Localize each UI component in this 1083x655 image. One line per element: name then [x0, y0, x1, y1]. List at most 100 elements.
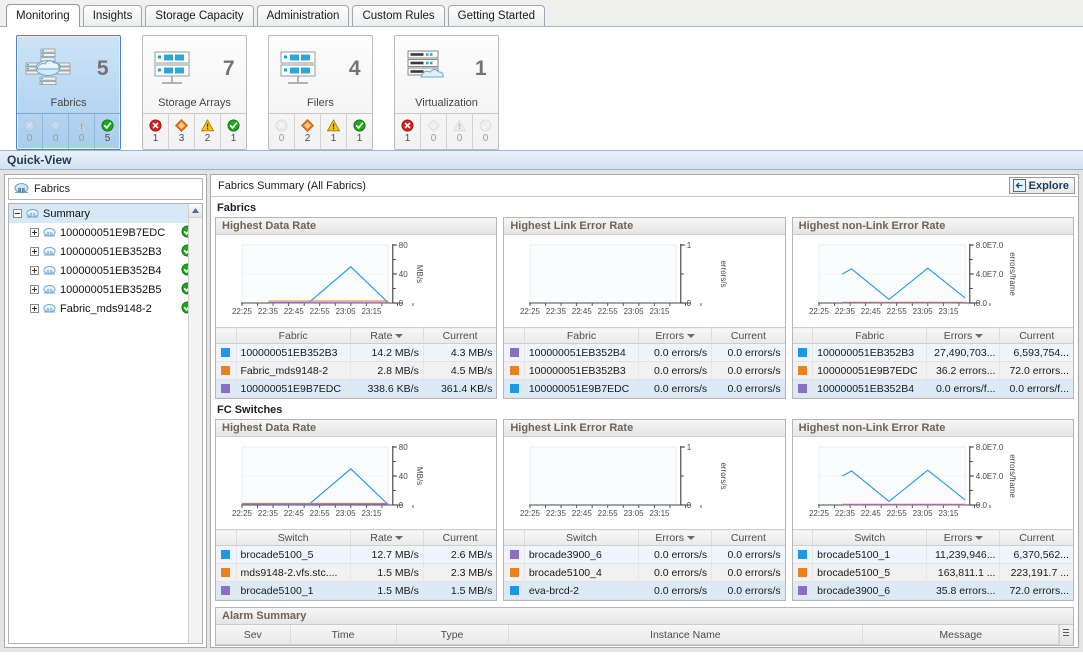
alarm-column-instance-name[interactable]: Instance Name — [508, 625, 864, 645]
severity-cell-major[interactable]: 2 — [295, 114, 321, 149]
table-row[interactable]: 100000051E9B7EDC 36.2 errors... 72.0 err… — [792, 361, 1073, 380]
chart-area-switches-nonlink-error-rate: 22:25 22:35 22:45 22:55 23:05 23:15 0.0 4.0E7.0… — [793, 437, 1073, 529]
column-header-Current[interactable]: Current — [711, 529, 785, 546]
collapse-icon[interactable] — [13, 209, 22, 218]
column-header-Errors[interactable]: Errors — [926, 327, 1001, 344]
tree-item-100000051EB352B5[interactable]: 100000051EB352B5 — [9, 280, 202, 299]
tree-item-100000051EB352B3[interactable]: 100000051EB352B3 — [9, 242, 202, 261]
row-current: 0.0 errors/s — [711, 343, 785, 362]
column-header-Current[interactable]: Current — [423, 327, 497, 344]
tab-getting-started[interactable]: Getting Started — [447, 5, 546, 26]
table-row[interactable]: brocade3900_6 0.0 errors/s 0.0 errors/s — [504, 545, 785, 564]
severity-cell-normal[interactable]: 5 — [95, 114, 120, 149]
column-header-Current[interactable]: Current — [999, 327, 1073, 344]
table-row[interactable]: mds9148-2.vfs.stc.... 1.5 MB/s 2.3 MB/s — [216, 563, 497, 582]
severity-cell-minor[interactable]: 1 — [321, 114, 347, 149]
severity-cell-major[interactable]: 3 — [169, 114, 195, 149]
expand-icon[interactable] — [30, 266, 39, 275]
table-row[interactable]: 100000051EB352B3 27,490,703... 6,593,754… — [792, 343, 1073, 362]
column-header-color[interactable] — [792, 529, 814, 546]
tab-administration[interactable]: Administration — [256, 5, 350, 26]
column-header-Fabric[interactable]: Fabric — [524, 327, 640, 344]
column-header-Fabric[interactable]: Fabric — [236, 327, 351, 344]
severity-cell-critical[interactable]: 1 — [395, 114, 421, 149]
column-header-Switch[interactable]: Switch — [524, 529, 640, 546]
expand-icon[interactable] — [30, 285, 39, 294]
severity-cell-normal[interactable]: 1 — [347, 114, 372, 149]
severity-cell-critical[interactable]: 1 — [143, 114, 169, 149]
column-header-Fabric[interactable]: Fabric — [812, 327, 928, 344]
column-header-color[interactable] — [504, 327, 525, 344]
scroll-up-icon[interactable] — [189, 204, 202, 218]
column-header-Errors[interactable]: Errors — [638, 529, 713, 546]
column-header-color[interactable] — [792, 327, 814, 344]
column-header-color[interactable] — [504, 529, 525, 546]
severity-cell-minor[interactable]: 0 — [69, 114, 95, 149]
severity-cell-minor[interactable]: 0 — [447, 114, 473, 149]
severity-cell-minor[interactable]: 2 — [195, 114, 221, 149]
table-row[interactable]: brocade5100_1 11,239,946... 6,370,562... — [792, 545, 1073, 564]
series-color-swatch — [792, 343, 814, 362]
column-header-Current[interactable]: Current — [999, 529, 1073, 546]
table-row[interactable]: 100000051EB352B3 14.2 MB/s 4.3 MB/s — [216, 343, 497, 362]
expand-icon[interactable] — [30, 304, 39, 313]
tab-monitoring[interactable]: Monitoring — [6, 4, 80, 27]
tab-custom-rules[interactable]: Custom Rules — [352, 5, 445, 26]
tab-storage-capacity[interactable]: Storage Capacity — [145, 5, 254, 26]
row-rate: 0.0 errors/s — [638, 361, 713, 380]
summary-toolbar: Fabrics Summary (All Fabrics) Explore — [211, 175, 1078, 197]
tree-item-Fabric_mds9148-2[interactable]: Fabric_mds9148-2 — [9, 299, 202, 318]
table-row[interactable]: brocade5100_5 163,811.1 ... 223,191.7 ..… — [792, 563, 1073, 582]
severity-cell-normal[interactable]: 1 — [221, 114, 246, 149]
column-header-Rate[interactable]: Rate — [350, 529, 424, 546]
column-header-Rate[interactable]: Rate — [350, 327, 424, 344]
tree-item-100000051E9B7EDC[interactable]: 100000051E9B7EDC — [9, 223, 202, 242]
table-row[interactable]: eva-brcd-2 0.0 errors/s 0.0 errors/s — [504, 581, 785, 600]
alarm-column-type[interactable]: Type — [396, 625, 509, 645]
severity-cell-critical[interactable]: 0 — [269, 114, 295, 149]
summary-card-storage-arrays[interactable]: 7 Storage Arrays 1 3 2 1 — [142, 35, 247, 150]
tab-insights[interactable]: Insights — [82, 5, 143, 26]
tree-item-100000051EB352B4[interactable]: 100000051EB352B4 — [9, 261, 202, 280]
table-row[interactable]: brocade5100_4 0.0 errors/s 0.0 errors/s — [504, 563, 785, 582]
row-name: 100000051E9B7EDC — [236, 379, 351, 398]
svg-text:MB/s: MB/s — [415, 467, 424, 485]
table-row[interactable]: 100000051EB352B4 0.0 errors/s 0.0 errors… — [504, 343, 785, 362]
column-header-Errors[interactable]: Errors — [638, 327, 713, 344]
table-row[interactable]: 100000051E9B7EDC 0.0 errors/s 0.0 errors… — [504, 379, 785, 398]
table-row[interactable]: brocade5100_1 1.5 MB/s 1.5 MB/s — [216, 581, 497, 600]
summary-card-filers[interactable]: 4 Filers 0 2 1 1 — [268, 35, 373, 150]
column-header-Current[interactable]: Current — [423, 529, 497, 546]
table-row[interactable]: 100000051EB352B4 0.0 errors/f... 0.0 err… — [792, 379, 1073, 398]
column-header-color[interactable] — [216, 327, 237, 344]
column-header-Current[interactable]: Current — [711, 327, 785, 344]
column-header-Switch[interactable]: Switch — [236, 529, 351, 546]
table-row[interactable]: brocade5100_5 12.7 MB/s 2.6 MB/s — [216, 545, 497, 564]
expand-icon[interactable] — [30, 228, 39, 237]
tree-item-label: 100000051E9B7EDC — [60, 226, 166, 239]
summary-card-fabrics[interactable]: 5 Fabrics 0 0 0 5 — [16, 35, 121, 150]
alarm-column-time[interactable]: Time — [290, 625, 397, 645]
severity-cell-normal[interactable]: 0 — [473, 114, 498, 149]
column-header-Errors[interactable]: Errors — [926, 529, 1001, 546]
severity-cell-critical[interactable]: 0 — [17, 114, 43, 149]
column-header-Switch[interactable]: Switch — [812, 529, 928, 546]
resource-type-selector[interactable]: Fabrics — [8, 178, 203, 200]
tree-row-summary[interactable]: Summary — [9, 204, 202, 223]
severity-cell-major[interactable]: 0 — [43, 114, 69, 149]
table-row[interactable]: 100000051E9B7EDC 338.6 KB/s 361.4 KB/s — [216, 379, 497, 398]
severity-cell-major[interactable]: 0 — [421, 114, 447, 149]
column-header-color[interactable] — [216, 529, 237, 546]
card-icon-wrap — [401, 46, 451, 92]
grid-menu-icon[interactable] — [1059, 625, 1073, 645]
critical-icon — [149, 119, 162, 132]
alarm-column-message[interactable]: Message — [862, 625, 1060, 645]
tree-scrollbar[interactable] — [188, 204, 202, 643]
explore-button[interactable]: Explore — [1008, 177, 1075, 194]
table-row[interactable]: brocade3900_6 35.8 errors... 72.0 errors… — [792, 581, 1073, 600]
table-row[interactable]: 100000051EB352B3 0.0 errors/s 0.0 errors… — [504, 361, 785, 380]
summary-card-virtualization[interactable]: 1 Virtualization 1 0 0 0 — [394, 35, 499, 150]
alarm-column-sev[interactable]: Sev — [216, 625, 291, 645]
table-row[interactable]: Fabric_mds9148-2 2.8 MB/s 4.5 MB/s — [216, 361, 497, 380]
expand-icon[interactable] — [30, 247, 39, 256]
